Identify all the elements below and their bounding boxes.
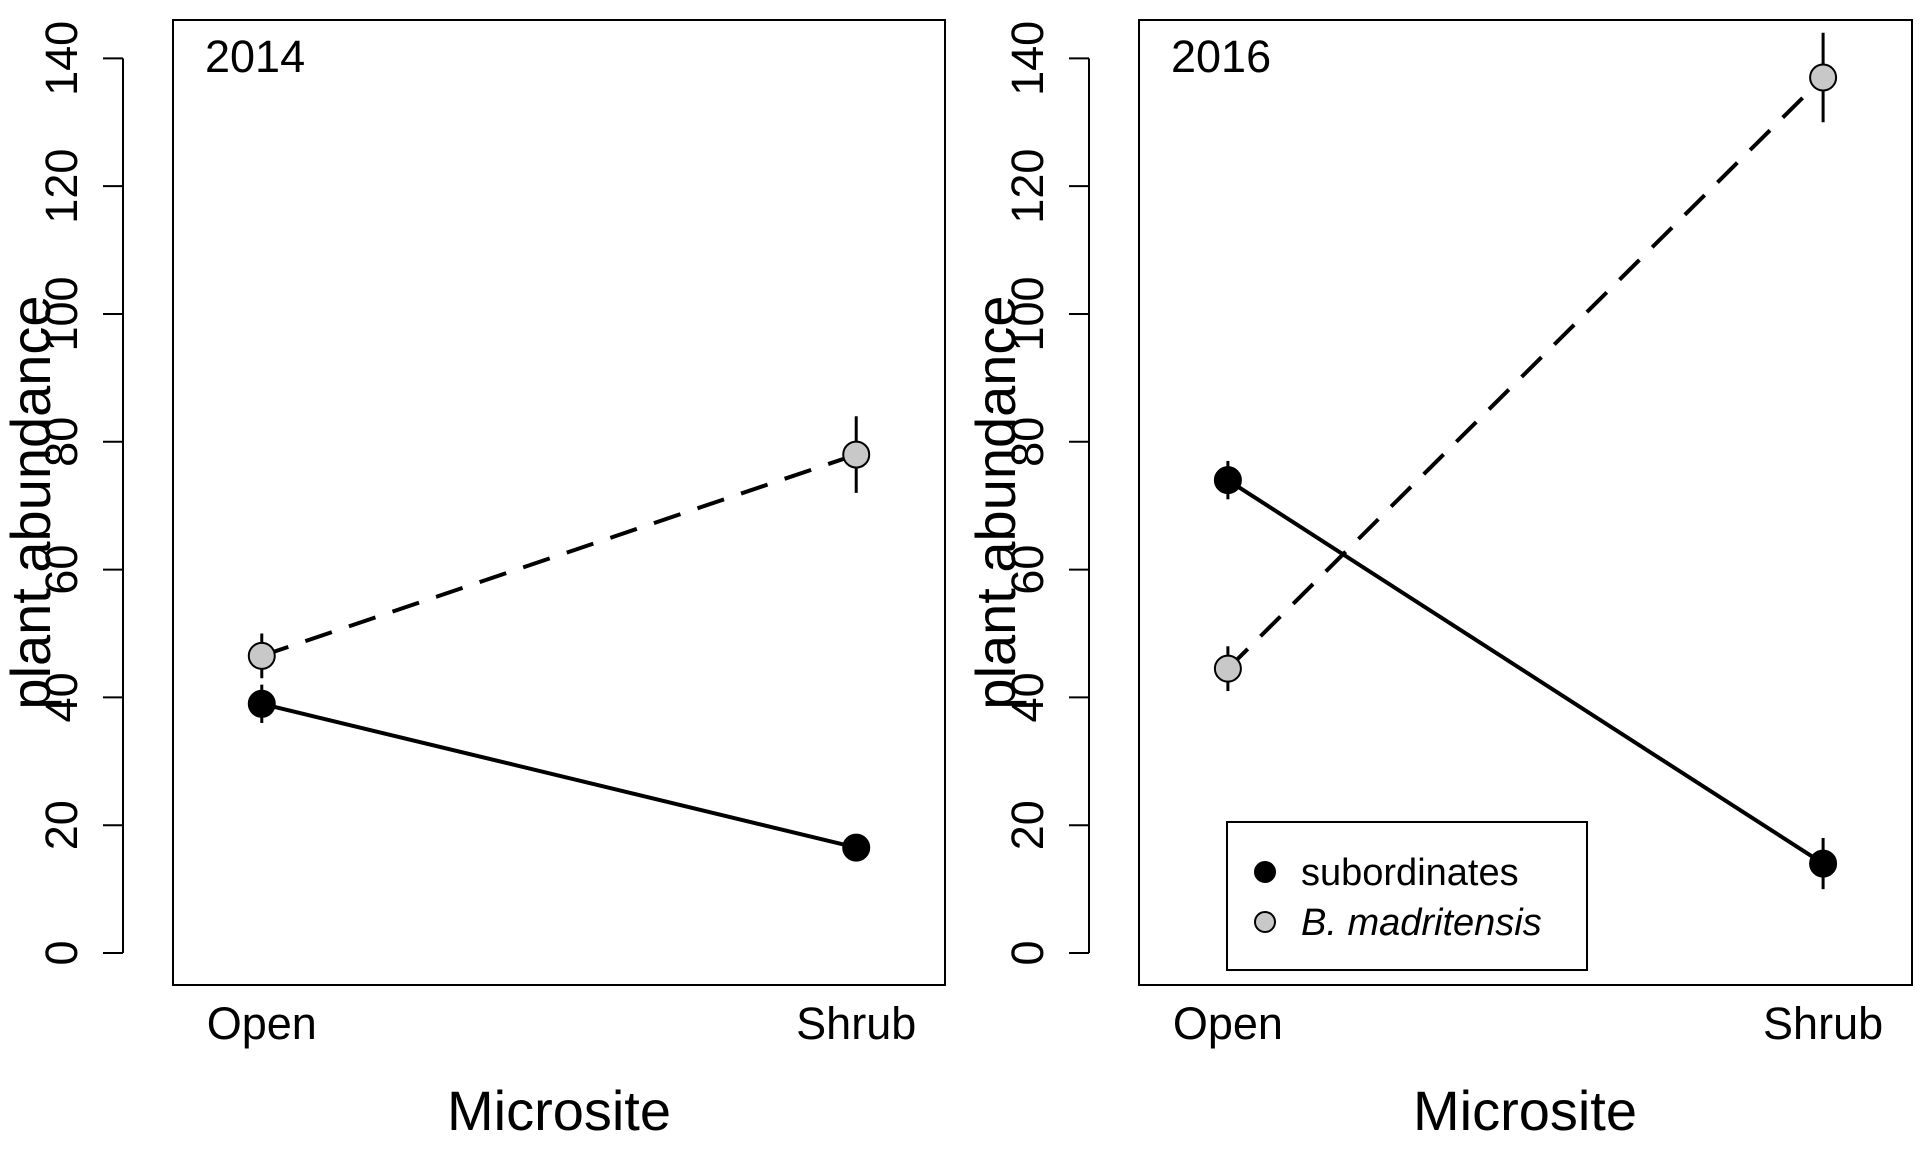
data-point [247, 689, 276, 718]
legend-box [1226, 821, 1588, 971]
y-tick-label: 0 [36, 941, 87, 966]
legend-label: subordinates [1301, 852, 1519, 894]
data-point [1213, 466, 1242, 495]
y-tick-label: 40 [1002, 672, 1053, 722]
plot-frame [172, 19, 946, 986]
data-point [1809, 849, 1838, 878]
legend: subordinates B. madritensis [1226, 821, 1588, 971]
panel-label: 2016 [1171, 31, 1271, 82]
y-tick-label: 140 [36, 21, 87, 96]
legend-marker [1254, 861, 1276, 883]
y-tick-label: 20 [1002, 800, 1053, 850]
panel-label: 2014 [205, 31, 305, 82]
series-line [261, 701, 857, 850]
series-line [1226, 478, 1825, 866]
y-tick-label: 60 [1002, 545, 1053, 595]
x-axis-title: Microsite [447, 1079, 671, 1142]
x-axis-title: Microsite [1413, 1079, 1637, 1142]
y-tick-label: 120 [1002, 149, 1053, 224]
y-tick-label: 100 [36, 276, 87, 351]
y-tick-label: 40 [36, 672, 87, 722]
y-tick-label: 120 [36, 149, 87, 224]
legend-marker [1254, 911, 1276, 933]
y-tick-label: 80 [1002, 417, 1053, 467]
y-axis-title: plant abundance [0, 295, 62, 709]
data-point [1213, 654, 1242, 683]
series-line [1226, 76, 1825, 671]
data-point [842, 440, 871, 469]
y-tick-label: 140 [1002, 21, 1053, 96]
y-tick-label: 100 [1002, 276, 1053, 351]
x-tick-label: Open [207, 998, 317, 1049]
x-tick-label: Shrub [796, 998, 916, 1049]
data-point [247, 641, 276, 670]
y-axis-title: plant abundance [964, 295, 1027, 709]
y-tick-label: 80 [36, 417, 87, 467]
plot-frame [1138, 19, 1913, 986]
y-tick-label: 60 [36, 545, 87, 595]
panel-2016: 0 20 40 60 80 100 120 140 Open Shrub Microsite plan… [964, 19, 1913, 1142]
data-point [842, 833, 871, 862]
y-tick-label: 0 [1002, 941, 1053, 966]
legend-label: B. madritensis [1301, 902, 1542, 944]
series-line [261, 452, 857, 658]
x-tick-label: Open [1173, 998, 1283, 1049]
panel-2014: 0 20 40 60 80 100 120 140 Open Shrub Microsite plan… [0, 19, 946, 1142]
y-tick-label: 20 [36, 800, 87, 850]
x-tick-label: Shrub [1763, 998, 1883, 1049]
data-point [1809, 63, 1838, 92]
